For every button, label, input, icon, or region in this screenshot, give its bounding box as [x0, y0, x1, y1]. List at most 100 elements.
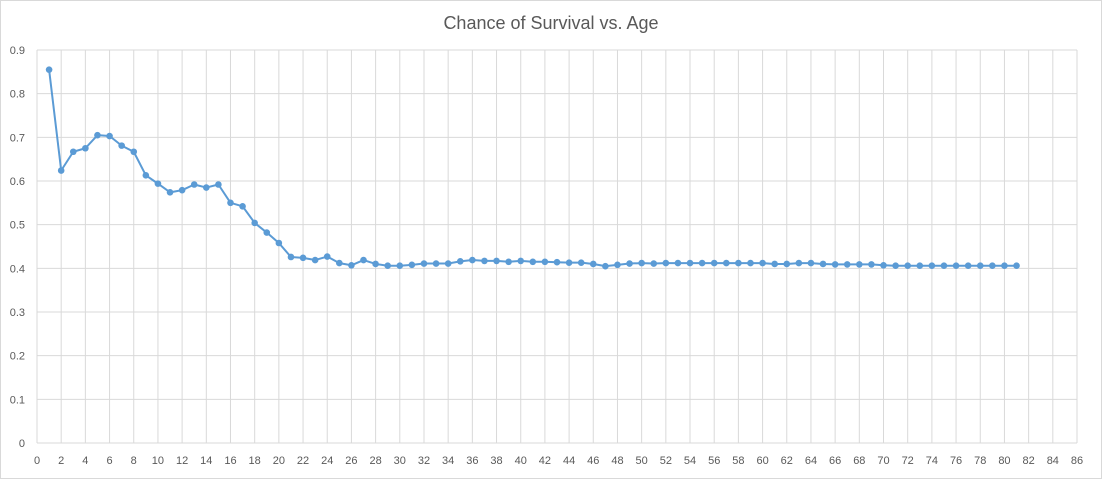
data-point[interactable] [868, 261, 875, 268]
data-point[interactable] [142, 172, 150, 179]
data-point[interactable] [589, 260, 597, 268]
data-point[interactable] [130, 148, 138, 156]
data-point[interactable] [372, 260, 379, 268]
y-tick-label: 0.6 [10, 176, 25, 188]
data-point[interactable] [795, 259, 803, 267]
x-tick-label: 70 [877, 455, 889, 467]
data-point[interactable] [384, 262, 391, 270]
data-point[interactable] [299, 254, 307, 262]
data-point[interactable] [178, 186, 186, 194]
x-tick-label: 60 [756, 455, 768, 467]
data-point[interactable] [964, 262, 972, 270]
x-tick-label: 16 [224, 455, 236, 467]
data-point[interactable] [553, 258, 561, 266]
data-point[interactable] [819, 260, 827, 268]
data-point[interactable] [118, 142, 125, 149]
x-tick-label: 10 [152, 455, 164, 467]
data-point[interactable] [662, 259, 670, 267]
data-point[interactable] [541, 258, 549, 266]
data-point[interactable] [602, 262, 609, 270]
data-point[interactable] [686, 259, 694, 267]
y-tick-label: 0 [19, 438, 25, 450]
data-point[interactable] [69, 148, 77, 156]
data-point[interactable] [154, 180, 162, 187]
data-point[interactable] [275, 239, 283, 247]
data-point[interactable] [227, 199, 234, 207]
data-point[interactable] [493, 257, 500, 265]
data-point[interactable] [565, 259, 573, 266]
data-point[interactable] [360, 256, 367, 264]
data-point[interactable] [892, 262, 899, 270]
data-point[interactable] [807, 259, 815, 267]
data-point[interactable] [82, 144, 89, 152]
data-point[interactable] [311, 256, 319, 264]
data-point[interactable] [287, 253, 295, 261]
data-point[interactable] [239, 203, 246, 210]
data-point[interactable] [626, 260, 633, 267]
data-point[interactable] [190, 181, 198, 188]
data-point[interactable] [505, 258, 512, 266]
data-point[interactable] [94, 131, 101, 139]
data-point[interactable] [420, 260, 428, 267]
data-point[interactable] [45, 66, 53, 73]
y-tick-label: 0.2 [10, 351, 25, 363]
data-point[interactable] [976, 262, 984, 270]
data-point[interactable] [723, 259, 730, 267]
data-point[interactable] [323, 253, 331, 260]
y-tick-label: 0.4 [10, 263, 25, 275]
data-point[interactable] [940, 262, 948, 270]
data-point[interactable] [444, 260, 452, 267]
data-point[interactable] [166, 189, 174, 196]
data-point[interactable] [843, 261, 851, 268]
series-line [48, 69, 1017, 268]
data-point[interactable] [396, 262, 404, 270]
x-tick-label: 40 [515, 455, 527, 467]
data-point[interactable] [577, 259, 585, 266]
data-point[interactable] [989, 262, 996, 270]
data-point[interactable] [928, 262, 936, 270]
data-point[interactable] [263, 229, 271, 236]
data-point[interactable] [106, 132, 113, 140]
data-point[interactable] [481, 257, 488, 265]
data-point[interactable] [469, 256, 476, 264]
data-point[interactable] [251, 219, 258, 227]
data-point[interactable] [650, 260, 658, 267]
data-point[interactable] [735, 259, 742, 267]
data-point[interactable] [710, 259, 718, 267]
data-point[interactable] [952, 262, 960, 270]
data-point[interactable] [783, 260, 791, 268]
data-point[interactable] [529, 258, 537, 266]
x-tick-label: 72 [902, 455, 914, 467]
data-point[interactable] [348, 261, 355, 269]
x-tick-label: 22 [297, 455, 309, 467]
data-point[interactable] [1001, 262, 1008, 270]
x-tick-label: 44 [563, 455, 575, 467]
data-point[interactable] [215, 181, 222, 188]
data-point[interactable] [638, 259, 645, 267]
x-tick-label: 80 [998, 455, 1010, 467]
y-tick-label: 0.8 [10, 89, 25, 101]
x-tick-label: 12 [176, 455, 188, 467]
data-point[interactable] [517, 257, 525, 265]
data-point[interactable] [336, 259, 343, 267]
data-point[interactable] [203, 184, 210, 191]
x-tick-label: 56 [708, 455, 720, 467]
data-point[interactable] [614, 261, 621, 269]
data-point[interactable] [674, 259, 682, 267]
data-point[interactable] [698, 259, 706, 267]
x-tick-label: 50 [636, 455, 648, 467]
data-point[interactable] [759, 259, 766, 267]
data-point[interactable] [747, 259, 754, 267]
data-point[interactable] [456, 258, 464, 265]
data-point[interactable] [432, 260, 440, 267]
data-point[interactable] [408, 261, 416, 269]
x-tick-label: 48 [611, 455, 623, 467]
data-point[interactable] [771, 260, 778, 268]
data-point[interactable] [831, 261, 839, 268]
data-point[interactable] [916, 262, 924, 270]
data-point[interactable] [880, 261, 887, 269]
data-point[interactable] [904, 262, 911, 270]
data-point[interactable] [1013, 262, 1020, 270]
data-point[interactable] [856, 261, 863, 268]
data-point[interactable] [57, 167, 65, 174]
